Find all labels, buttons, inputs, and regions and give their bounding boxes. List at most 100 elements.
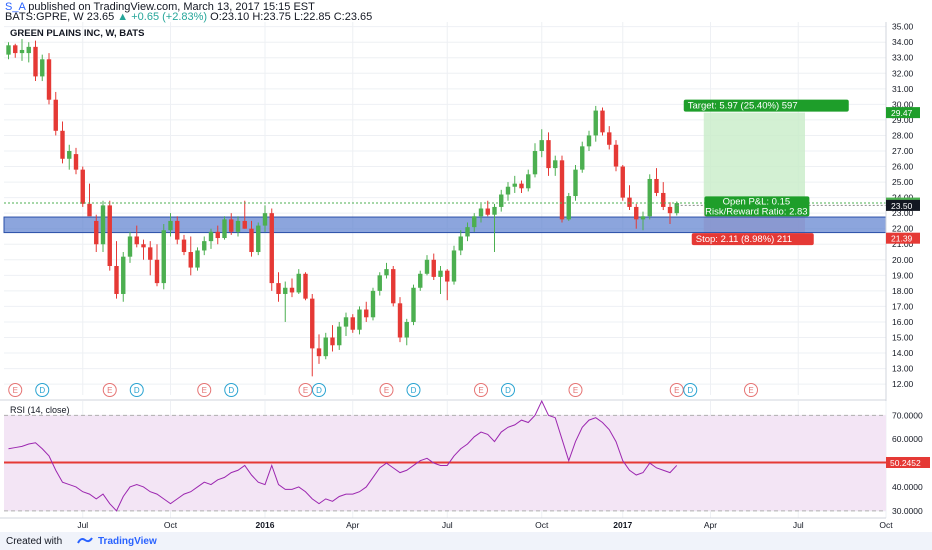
candle-body [33,46,38,77]
price-tag-label: 21.39 [891,234,913,244]
candle-body [46,59,52,100]
price-tick-label: 17.00 [892,301,914,311]
event-marker-label: E [13,386,18,395]
time-tick-label: 2017 [613,520,632,530]
chart-area[interactable]: Target: 5.97 (25.40%) 597 Open P&L: 0.15… [0,22,932,532]
price-tag [886,232,920,244]
position-labels: Target: 5.97 (25.40%) 597 Open P&L: 0.15… [683,99,849,246]
candle-body [148,247,153,260]
candle-body [337,326,342,346]
candle-body [40,59,45,77]
rsi-tick-label: 30.0000 [892,506,923,516]
candle-body [478,208,484,217]
candle-body [13,45,18,54]
candle-body [559,160,565,220]
time-tick-label: Jul [793,520,804,530]
risk-reward-label: Risk/Reward Ratio: 2.83 [705,206,807,217]
event-marker-label: E [384,386,389,395]
footer: Created with TradingView [0,532,932,550]
target-label-box [683,99,849,112]
candle-body [519,183,524,189]
candle-body [53,99,58,131]
candle-body [465,227,470,237]
candle-body [229,219,234,232]
candle-body [310,298,315,349]
event-marker-label: E [674,386,679,395]
earnings-marker [379,383,394,397]
candle-body [208,231,214,242]
pnl-label: Open P&L: 0.15 [723,196,791,207]
candle-body [546,140,551,169]
price-axis[interactable]: 12.00 13.00 14.00 15.00 16.00 17.00 18.00 19.00… [885,22,914,518]
dividend-marker [683,383,698,397]
candle-body [262,213,268,226]
candle-body [573,169,578,197]
candle-body [431,259,436,277]
candle-body [303,273,308,299]
event-marker-label: D [39,386,45,395]
price-tag [886,199,920,211]
candle-body [593,110,598,136]
candle-body [566,196,571,220]
target-zone[interactable] [703,112,805,206]
rsi-line [8,399,678,512]
time-axis[interactable]: Jul Oct 2016 Apr Jul Oct 2017 Apr Jul Oct [0,517,893,530]
candle-body [553,160,558,169]
price-tick-label: 29.00 [892,115,914,125]
low-label: L: [293,11,304,23]
price-tag-label: 29.47 [891,108,913,118]
earnings-marker [474,383,488,397]
candle-body [60,130,65,159]
price-pane-title: GREEN PLAINS INC, W, BATS [10,28,144,39]
dividend-marker [501,383,515,397]
candle-body [168,220,173,231]
rsi-axis[interactable]: 30.000040.000050.000060.000070.000050.24… [886,410,930,516]
published-text: published on TradingView.com, March 13, … [28,1,315,13]
time-tick-label: Oct [879,520,893,530]
price-tick-label: 19.00 [892,270,914,280]
price-tick-label: 21.00 [892,239,914,249]
candle-body [269,213,274,284]
dividend-marker [312,383,326,397]
event-marker-label: E [478,386,483,395]
candle-body [586,135,592,147]
candle-body [377,275,382,291]
close-label: C: [333,11,345,23]
event-marker-label: D [134,386,140,395]
candle-body [364,309,369,318]
earnings-marker [197,383,212,397]
event-marker-label: E [202,386,207,395]
price-tick-label: 35.00 [892,22,914,32]
time-tick-label: Jul [77,520,88,530]
time-tick-label: Jul [442,520,453,530]
candle-body [181,239,187,253]
candle-body [505,186,511,195]
candle-body [526,174,531,189]
author-link[interactable]: S_A [5,1,26,13]
candle-body [512,183,517,187]
price-tick-label: 14.00 [892,348,914,358]
candle-body [19,49,25,54]
legend-line: BATS:GPRE, W 23.65 ▲ +0.65 (+2.83%) O:23… [5,11,372,23]
price-tick-label: 28.00 [892,130,914,140]
price-tick-label: 25.00 [892,177,914,187]
candle-body [404,321,409,338]
candle-body [634,206,639,220]
close-value: 23.65 [344,11,373,23]
earnings-marker [102,383,117,397]
candles [6,39,679,377]
candle-body [134,236,139,245]
candle-body [411,287,416,322]
candle-body [391,269,396,304]
candle-body [451,250,457,282]
event-marker-label: D [228,386,234,395]
candle-body [323,337,328,357]
time-tick-label: Oct [535,520,549,530]
price-tick-label: 30.00 [892,99,914,109]
low-value: 22.85 [303,11,331,23]
candle-body [397,303,403,338]
candle-body [607,132,612,145]
tradingview-link[interactable]: TradingView [98,536,157,547]
